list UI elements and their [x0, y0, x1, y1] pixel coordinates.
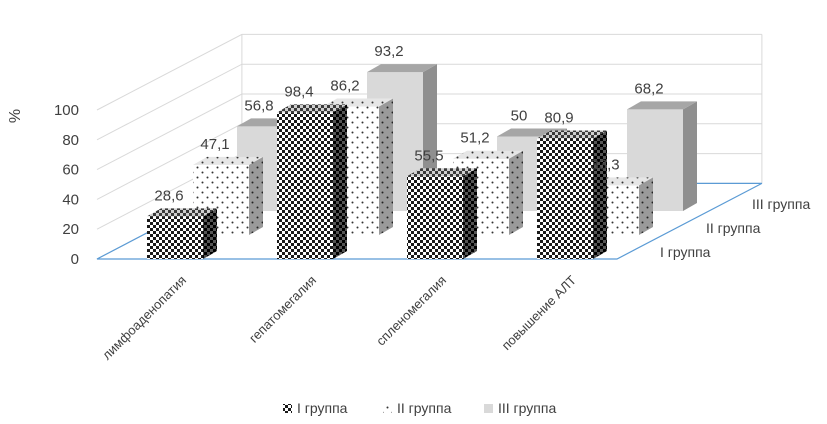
bar-top — [453, 150, 523, 159]
legend-label: I группа — [297, 400, 348, 416]
data-label: 98,4 — [284, 83, 313, 100]
bar-top — [147, 208, 217, 217]
legend-swatch — [484, 404, 493, 413]
depth-axis: I группа II группа III группа — [660, 196, 810, 260]
bar — [407, 168, 477, 259]
data-label: 80,9 — [544, 109, 573, 126]
bar-side — [333, 104, 347, 259]
bar — [147, 208, 217, 259]
data-label: 50 — [511, 108, 528, 125]
y-tick-label: 80 — [62, 132, 79, 149]
data-label: 33,3 — [590, 156, 619, 173]
depth-axis-label: II группа — [706, 220, 761, 236]
bar-side — [249, 156, 263, 235]
bar-top — [407, 168, 477, 177]
data-label: 56,8 — [244, 97, 273, 114]
category-label: повышение АЛТ — [499, 272, 580, 353]
bar-side — [379, 98, 393, 235]
bar-top — [193, 156, 263, 165]
legend-swatch — [383, 404, 392, 413]
data-label: 93,2 — [374, 43, 403, 60]
y-tick-label: 40 — [62, 191, 79, 208]
bar-side — [639, 177, 653, 235]
y-axis-title: % — [7, 109, 24, 123]
bar-front — [147, 216, 203, 259]
depth-axis-label: I группа — [660, 244, 711, 260]
data-label: 68,2 — [634, 80, 663, 97]
bar-side — [683, 101, 697, 211]
y-tick-label: 0 — [71, 251, 79, 268]
bars — [147, 64, 697, 259]
y-tick-label: 60 — [62, 162, 79, 179]
bar — [277, 104, 347, 259]
y-tick-label: 20 — [62, 221, 79, 238]
legend-label: II группа — [397, 400, 452, 416]
bar-front — [277, 112, 333, 259]
data-labels: 56,8 93,2 50 68,2 47,1 86,2 51,2 33,3 28,6 98,4 55… — [154, 43, 663, 204]
category-label: лимфоаденопатия — [99, 273, 189, 363]
bar-front — [537, 138, 593, 259]
bar — [537, 130, 607, 259]
data-label: 55,5 — [414, 147, 443, 164]
bar-side — [203, 208, 217, 259]
depth-axis-label: III группа — [752, 196, 810, 212]
bar-side — [509, 150, 523, 235]
bar-front — [407, 176, 463, 259]
data-label: 28,6 — [154, 187, 183, 204]
bar-side — [463, 168, 477, 259]
y-axis: 0 20 40 60 80 100% — [7, 102, 79, 268]
category-label: гепатомегалия — [246, 273, 319, 346]
bar-top — [627, 101, 697, 110]
bar-side — [593, 130, 607, 259]
bar-top — [537, 130, 607, 139]
legend-label: III группа — [498, 400, 556, 416]
y-tick-label: 100 — [54, 102, 79, 119]
data-label: 47,1 — [200, 136, 229, 153]
category-label: спленомегалия — [373, 273, 449, 349]
bar — [193, 156, 263, 235]
x-axis: лимфоаденопатия гепатомегалия спленомегали… — [99, 272, 579, 362]
data-label: 86,2 — [330, 78, 359, 95]
legend-swatch — [283, 404, 292, 413]
bar-top — [277, 104, 347, 113]
bar-top — [367, 64, 437, 73]
data-label: 51,2 — [460, 130, 489, 147]
legend: I группа II группа III группа — [283, 400, 556, 416]
